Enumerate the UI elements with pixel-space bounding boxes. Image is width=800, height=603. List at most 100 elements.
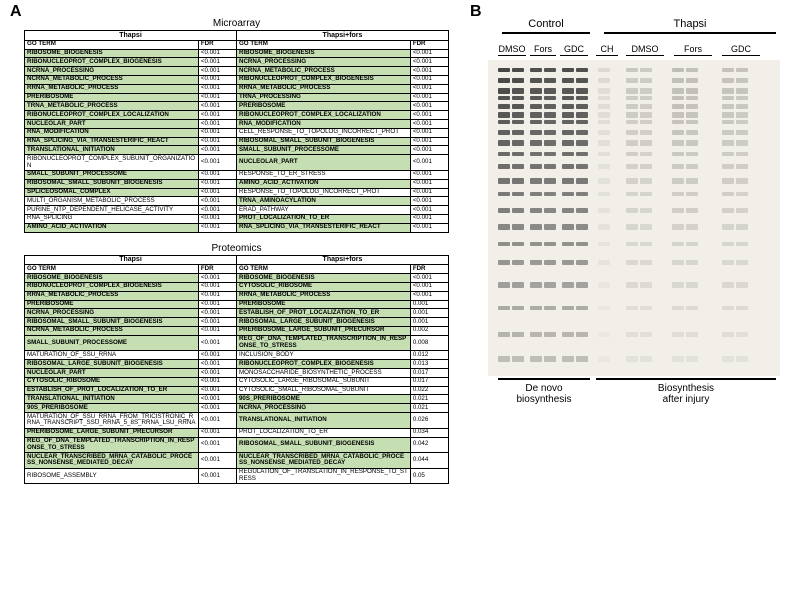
table-row: MULTI_ORGANISM_METABOLIC_PROCESS<0.001TR… [25, 197, 449, 206]
gel-band [722, 164, 734, 169]
go-term: RIBONUCLEOPROT_COMPLEX_LOCALIZATION [236, 111, 410, 120]
go-term: REGULATION_OF_TRANSLATION_IN_RESPONSE_TO… [236, 468, 410, 484]
gel-band [498, 224, 510, 230]
gel-band [672, 140, 684, 146]
go-term: CELL_RESPONSE_TO_TOPOLOG_INCORRECT_PROT [236, 128, 410, 137]
fdr-value: <0.001 [410, 102, 448, 111]
fdr-value: <0.001 [198, 67, 236, 76]
gel-band [512, 164, 524, 169]
gel-band [736, 356, 748, 362]
gel-band [686, 260, 698, 265]
gel-band [626, 332, 638, 337]
section-title: Microarray [24, 18, 449, 29]
fdr-value: <0.001 [198, 274, 236, 283]
table-row: RRNA_METABOLIC_PROCESS<0.001RRNA_METABOL… [25, 291, 449, 300]
panel-b-label: B [470, 3, 482, 21]
gel-band [530, 112, 542, 118]
fdr-value: 0.001 [410, 309, 448, 318]
gel-band [686, 306, 698, 310]
gel-band [576, 208, 588, 213]
gel-band [544, 88, 556, 94]
go-term: MATURATION_OF_SSU_RRNA [25, 351, 199, 360]
fdr-value: <0.001 [198, 146, 236, 155]
gel-band [672, 224, 684, 230]
right-group: Thapsi+fors [236, 255, 448, 265]
gel-lane [498, 60, 510, 376]
gel-band [598, 224, 610, 230]
gel-band [672, 178, 684, 184]
gel-band [562, 192, 574, 196]
gel-band [544, 68, 556, 72]
gel-band [640, 78, 652, 83]
gel-band [722, 88, 734, 94]
col-fdr: FDR [198, 40, 236, 49]
gel-band [530, 96, 542, 100]
gel-band [498, 332, 510, 337]
table-row: RRNA_METABOLIC_PROCESS<0.001RRNA_METABOL… [25, 84, 449, 93]
gel-lane [686, 60, 698, 376]
fdr-value: 0.017 [410, 369, 448, 378]
gel-band [598, 112, 610, 118]
gel-band [736, 260, 748, 265]
table-row: RIBONUCLEOPROT_COMPLEX_LOCALIZATION<0.00… [25, 111, 449, 120]
go-term: RIBOSOME_BIOGENESIS [25, 49, 199, 58]
table-row: RNA_MODIFICATION<0.001CELL_RESPONSE_TO_T… [25, 128, 449, 137]
fdr-value: <0.001 [410, 146, 448, 155]
gel-band [626, 104, 638, 109]
fdr-value: <0.001 [198, 351, 236, 360]
fdr-value: <0.001 [198, 102, 236, 111]
fdr-value: <0.001 [198, 49, 236, 58]
table-row: RIBOSOMAL_LARGE_SUBUNIT_BIOGENESIS<0.001… [25, 360, 449, 369]
gel-sub-label: Fors [674, 44, 712, 56]
go-term: PURINE_NTP_DEPENDENT_HELICASE_ACTIVITY [25, 206, 199, 215]
gel-band [498, 306, 510, 310]
gel-band [576, 96, 588, 100]
gel-band [686, 208, 698, 213]
gel-band [626, 78, 638, 83]
go-term: INCLUSION_BODY [236, 351, 410, 360]
table-row: 90S_PRERIBOSOME<0.001NCRNA_PROCESSING0.0… [25, 404, 449, 413]
gel-band [672, 68, 684, 72]
fdr-value: <0.001 [198, 206, 236, 215]
gel-band [530, 68, 542, 72]
go-term: TRNA_AMINOACYLATION [236, 197, 410, 206]
gel-band [544, 112, 556, 118]
gel-band [576, 332, 588, 337]
gel-band [562, 140, 574, 146]
go-term: RESPONSE_TO_TOPOLOG_INCORRECT_PROT [236, 188, 410, 197]
fdr-value: <0.001 [198, 369, 236, 378]
gel-band [530, 260, 542, 265]
go-term: NCRNA_PROCESSING [25, 67, 199, 76]
gel-band [562, 152, 574, 156]
gel-band [544, 104, 556, 109]
gel-lane [640, 60, 652, 376]
gel-footer: De novobiosynthesisBiosynthesisafter inj… [488, 376, 788, 420]
table-row: NCRNA_PROCESSING<0.001NCRNA_METABOLIC_PR… [25, 67, 449, 76]
gel-image [488, 60, 780, 376]
go-term: CYTOSOLIC_SMALL_RIBOSOMAL_SUBUNIT [236, 386, 410, 395]
gel-band [640, 152, 652, 156]
go-term: RIBONUCLEOPROT_COMPLEX_BIOGENESIS [25, 58, 199, 67]
gel-top-group: Control [502, 18, 590, 34]
gel-band [498, 140, 510, 146]
table-row: SMALL_SUBUNIT_PROCESSOME<0.001RESPONSE_T… [25, 170, 449, 179]
table-row: PRERIBOSOME<0.001PRERIBOSOME0.001 [25, 300, 449, 309]
gel-top-group: Thapsi [604, 18, 776, 34]
panel-a-label: A [10, 3, 22, 21]
gel-band [672, 282, 684, 288]
gel-band [498, 282, 510, 288]
go-term: 90S_PRERIBOSOME [236, 395, 410, 404]
go-term: MONOSACCHARIDE_BIOSYNTHETIC_PROCESS [236, 369, 410, 378]
fdr-value: <0.001 [198, 386, 236, 395]
gel-band [498, 96, 510, 100]
gel-band [686, 282, 698, 288]
fdr-value: <0.001 [410, 197, 448, 206]
gel-band [722, 96, 734, 100]
gel-band [626, 130, 638, 135]
table-row: ESTABLISH_OF_PROT_LOCALIZATION_TO_ER<0.0… [25, 386, 449, 395]
gel-band [512, 130, 524, 135]
gel-band [530, 130, 542, 135]
gel-band [544, 208, 556, 213]
fdr-value: <0.001 [198, 437, 236, 453]
gel-band [562, 260, 574, 265]
